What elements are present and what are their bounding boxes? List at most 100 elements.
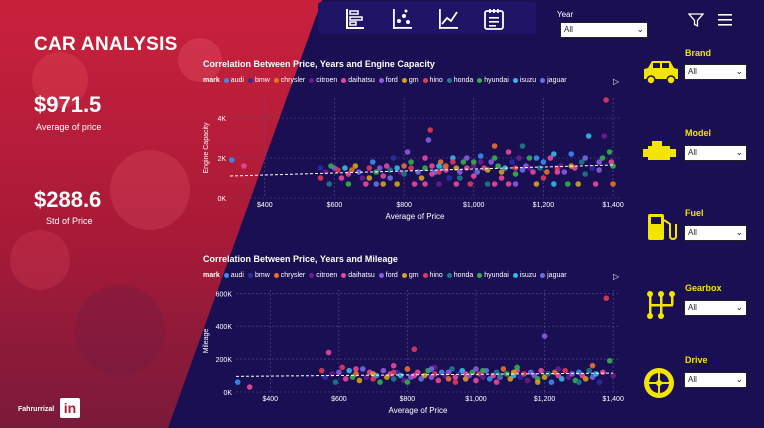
legend-next-icon[interactable]: ▷ bbox=[613, 272, 620, 281]
x-axis-label: Average of Price bbox=[386, 212, 446, 221]
trend-line bbox=[229, 164, 614, 177]
model-dropdown[interactable]: All ⌄ bbox=[684, 145, 747, 161]
drive-dropdown[interactable]: All ⌄ bbox=[684, 372, 747, 388]
legend-item-gm[interactable]: gm bbox=[401, 272, 419, 279]
legend-item-chrysler[interactable]: chrysler bbox=[273, 77, 306, 84]
page-title: CAR ANALYSIS bbox=[34, 34, 178, 55]
chart1-legend: mark audi bmw chrysler citroen daihatsu ford gm… bbox=[203, 77, 571, 84]
brand-dropdown[interactable]: All ⌄ bbox=[684, 64, 747, 80]
scatter-point bbox=[366, 165, 373, 171]
scatter-point bbox=[387, 167, 393, 173]
legend-dot bbox=[223, 272, 229, 278]
scatter-point bbox=[425, 137, 432, 143]
scatter-point bbox=[555, 366, 562, 372]
x-axis-label: Average of Price bbox=[389, 406, 449, 415]
year-filter-label: Year bbox=[557, 10, 574, 19]
scatter-point bbox=[578, 159, 585, 165]
scatter-point bbox=[325, 349, 332, 356]
scatter-point bbox=[404, 379, 411, 385]
gearbox-dropdown[interactable]: All ⌄ bbox=[684, 300, 747, 316]
legend-item-hyundai[interactable]: hyundai bbox=[477, 77, 509, 84]
legend-item-citroen[interactable]: citroen bbox=[309, 77, 337, 84]
legend-item-honda[interactable]: honda bbox=[446, 272, 473, 279]
legend-dot bbox=[477, 272, 483, 278]
notepad-icon[interactable] bbox=[482, 7, 506, 31]
wheel-icon bbox=[644, 368, 674, 398]
fuel-dropdown[interactable]: All ⌄ bbox=[684, 225, 747, 241]
legend-label: honda bbox=[453, 77, 474, 84]
scatter-point bbox=[363, 374, 370, 380]
year-dropdown-value: All bbox=[564, 25, 573, 34]
legend-label: chrysler bbox=[280, 272, 306, 279]
line-chart-icon[interactable] bbox=[436, 7, 460, 31]
legend-dot bbox=[309, 272, 315, 278]
scatter-point bbox=[548, 379, 555, 385]
scatter-point bbox=[326, 181, 333, 187]
legend-item-hyundai[interactable]: hyundai bbox=[477, 272, 509, 279]
legend-label: ford bbox=[385, 272, 398, 279]
linkedin-icon[interactable]: in bbox=[60, 398, 80, 418]
scatter-point bbox=[432, 371, 438, 377]
legend-item-jaguar[interactable]: jaguar bbox=[540, 77, 567, 84]
scatter-point bbox=[533, 181, 540, 187]
scatter-point bbox=[470, 163, 477, 169]
scatter-point bbox=[435, 377, 442, 384]
scatter-point bbox=[457, 169, 463, 175]
legend-item-audi[interactable]: audi bbox=[223, 77, 244, 84]
scatter-point bbox=[462, 371, 469, 377]
legend-label: chrysler bbox=[280, 77, 306, 84]
scatter-icon[interactable] bbox=[390, 7, 414, 31]
y-tick-label: 0K bbox=[217, 196, 226, 203]
scatter-point bbox=[477, 153, 484, 159]
legend-item-hino[interactable]: hino bbox=[422, 77, 443, 84]
x-tick-label: $600 bbox=[331, 396, 347, 403]
legend-next-icon[interactable]: ▷ bbox=[613, 77, 620, 86]
scatter-point bbox=[491, 181, 498, 187]
legend-title: mark bbox=[203, 77, 220, 84]
legend-item-bmw[interactable]: bmw bbox=[247, 77, 270, 84]
legend-item-honda[interactable]: honda bbox=[446, 77, 474, 84]
legend-item-isuzu[interactable]: isuzu bbox=[512, 77, 537, 84]
x-tick-label: $800 bbox=[396, 202, 412, 209]
legend-item-bmw[interactable]: bmw bbox=[247, 272, 270, 279]
scatter-point bbox=[558, 376, 565, 382]
model-dropdown-value: All bbox=[688, 148, 697, 157]
filter-icon[interactable] bbox=[688, 12, 704, 28]
scatter-point bbox=[562, 367, 568, 374]
kpi-average-price-label: Average of price bbox=[36, 122, 102, 132]
legend-item-daihatsu[interactable]: daihatsu bbox=[341, 272, 375, 279]
legend-label: audi bbox=[230, 272, 244, 279]
scatter-point bbox=[429, 163, 435, 169]
x-tick-label: $1,400 bbox=[602, 202, 624, 209]
menu-icon[interactable] bbox=[716, 12, 734, 28]
scatter-point bbox=[246, 384, 253, 390]
scatter-point bbox=[380, 181, 387, 187]
y-axis-label: Engine Capacity bbox=[203, 122, 210, 173]
scatter-point bbox=[568, 151, 575, 157]
legend-item-jaguar[interactable]: jaguar bbox=[540, 272, 567, 279]
legend-item-audi[interactable]: audi bbox=[223, 272, 244, 279]
legend-dot bbox=[401, 272, 407, 278]
legend-label: gm bbox=[408, 77, 419, 84]
legend-item-ford[interactable]: ford bbox=[378, 272, 398, 279]
scatter-point bbox=[601, 133, 608, 139]
legend-item-citroen[interactable]: citroen bbox=[309, 272, 337, 279]
legend-item-daihatsu[interactable]: daihatsu bbox=[341, 77, 375, 84]
scatter-point bbox=[512, 171, 519, 177]
kpi-std-price-value: $288.6 bbox=[34, 187, 102, 212]
year-dropdown[interactable]: All ⌄ bbox=[560, 22, 648, 38]
legend-item-gm[interactable]: gm bbox=[401, 77, 419, 84]
gearbox-filter-label: Gearbox bbox=[685, 283, 722, 293]
scatter-point bbox=[373, 181, 380, 187]
legend-item-ford[interactable]: ford bbox=[378, 77, 398, 84]
legend-label: jaguar bbox=[547, 77, 567, 84]
legend-item-chrysler[interactable]: chrysler bbox=[273, 272, 306, 279]
bar-chart-icon[interactable] bbox=[342, 7, 366, 31]
legend-item-hino[interactable]: hino bbox=[422, 272, 443, 279]
legend-dot bbox=[422, 77, 428, 83]
legend-label: isuzu bbox=[519, 77, 537, 84]
legend-item-isuzu[interactable]: isuzu bbox=[512, 272, 536, 279]
scatter-point bbox=[540, 159, 547, 165]
scatter-point bbox=[338, 175, 345, 181]
scatter-point bbox=[596, 159, 602, 165]
